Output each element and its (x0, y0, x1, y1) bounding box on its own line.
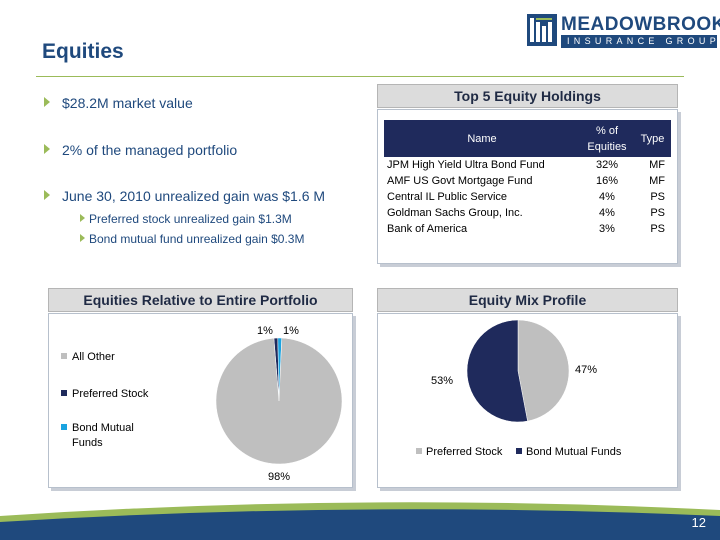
mix-pie-chart: 47% 53% Preferred Stock Bond Mutual Funds (416, 319, 622, 458)
column-header-pct-line2: Equities (587, 140, 627, 153)
legend-swatch (61, 424, 67, 430)
pie-data-label: 1% (283, 325, 299, 337)
page-title: Equities (42, 40, 124, 63)
legend-label: Funds (72, 437, 103, 449)
pie-slice-preferred-stock (517, 319, 570, 422)
sub-bullet-text: Preferred stock unrealized gain $1.3M (89, 212, 292, 226)
holdings-table: Name % of Equities Type JPM High Yield U… (384, 120, 671, 237)
logo-name: MEADOWBROOK (561, 14, 720, 35)
table-row: Bank of America 3% PS (384, 221, 671, 237)
pie-slice-all-other (215, 337, 343, 465)
table-row: Central IL Public Service 4% PS (384, 189, 671, 205)
portfolio-pie-chart: 98% 1% 1% All Other Preferred Stock Bond Mutu… (61, 325, 343, 483)
holding-type: PS (650, 207, 665, 219)
pie-data-label: 1% (257, 325, 273, 337)
company-logo: MEADOWBROOK INSURANCE GROUP (527, 14, 720, 48)
legend-swatch (61, 390, 67, 396)
bullet-arrow-icon (44, 144, 50, 154)
holding-name: JPM High Yield Ultra Bond Fund (387, 159, 545, 171)
holding-pct: 4% (599, 207, 615, 219)
legend-swatch (516, 448, 522, 454)
portfolio-chart-title: Equities Relative to Entire Portfolio (48, 288, 353, 312)
table-row: AMF US Govt Mortgage Fund 16% MF (384, 173, 671, 189)
table-row: JPM High Yield Ultra Bond Fund 32% MF (384, 157, 671, 173)
mix-chart-panel: 47% 53% Preferred Stock Bond Mutual Funds (377, 313, 678, 488)
legend-label: Preferred Stock (426, 446, 503, 458)
legend-label: Preferred Stock (72, 388, 149, 400)
column-header-pct-line1: % of (595, 124, 618, 137)
bullet-text: 2% of the managed portfolio (62, 142, 238, 158)
portfolio-chart-panel: 98% 1% 1% All Other Preferred Stock Bond Mutu… (48, 313, 353, 488)
legend-label: Bond Mutual (72, 422, 134, 434)
table-header-row: Name % of Equities Type (384, 120, 671, 157)
holding-name: Bank of America (387, 223, 468, 235)
mix-chart-title: Equity Mix Profile (377, 288, 678, 312)
holding-pct: 32% (595, 159, 619, 171)
bullet-arrow-icon (44, 190, 50, 200)
holdings-panel-title: Top 5 Equity Holdings (377, 84, 678, 108)
table-row: Goldman Sachs Group, Inc. 4% PS (384, 205, 671, 221)
bullet-text: $28.2M market value (62, 95, 193, 111)
sub-bullet-arrow-icon (80, 214, 85, 222)
logo-subtitle: INSURANCE GROUP (567, 36, 720, 46)
legend-label: Bond Mutual Funds (526, 446, 622, 458)
footer-band (0, 502, 720, 540)
pie-slice-bond-mutual-funds (466, 319, 528, 423)
holding-type: PS (650, 223, 665, 235)
logo-bar (561, 35, 717, 48)
holding-type: PS (650, 191, 665, 203)
page-number: 12 (691, 515, 706, 530)
holding-name: Goldman Sachs Group, Inc. (387, 207, 523, 219)
legend-swatch (416, 448, 422, 454)
holding-type: MF (649, 159, 665, 171)
pie-data-label: 47% (575, 364, 597, 376)
holding-pct: 16% (595, 175, 619, 187)
holding-pct: 4% (599, 191, 615, 203)
holding-type: MF (649, 175, 665, 187)
sub-bullet-arrow-icon (80, 234, 85, 242)
legend-label: All Other (72, 351, 115, 363)
holding-pct: 3% (599, 223, 615, 235)
bullet-text: June 30, 2010 unrealized gain was $1.6 M (62, 188, 326, 204)
pie-data-label: 53% (431, 375, 453, 387)
logo-mark-icon (527, 14, 557, 46)
column-header-type: Type (634, 120, 671, 157)
column-header-pct: % of Equities (580, 120, 634, 157)
sub-bullet-text: Bond mutual fund unrealized gain $0.3M (89, 232, 305, 246)
pie-data-label: 98% (268, 471, 290, 483)
column-header-name: Name (384, 120, 580, 157)
holding-name: Central IL Public Service (387, 191, 508, 203)
holding-name: AMF US Govt Mortgage Fund (387, 175, 533, 187)
bullet-arrow-icon (44, 97, 50, 107)
legend-swatch (61, 353, 67, 359)
title-divider (36, 76, 684, 77)
